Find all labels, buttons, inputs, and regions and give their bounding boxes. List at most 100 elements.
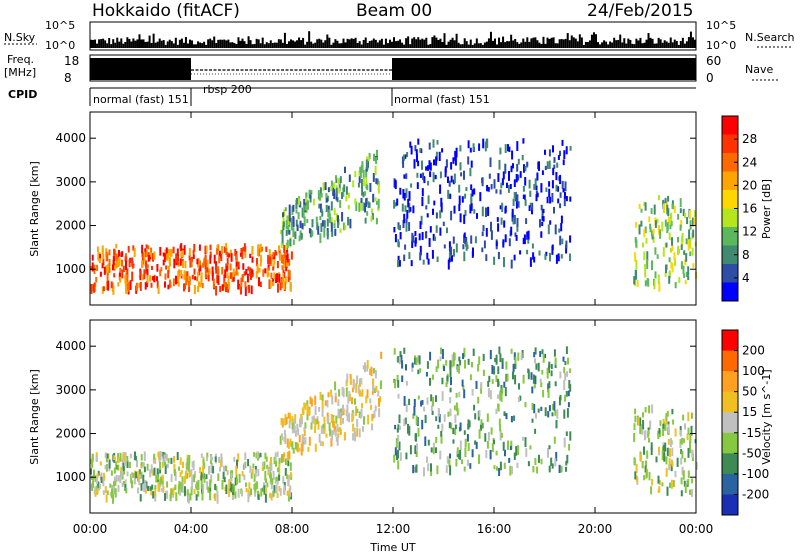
echo-cell <box>534 375 537 385</box>
echo-cell <box>270 493 273 501</box>
echo-cell <box>485 207 487 218</box>
noise-bar <box>621 42 624 48</box>
echo-cell <box>512 198 515 207</box>
echo-cell <box>356 408 359 414</box>
echo-cell <box>231 483 234 493</box>
echo-cell <box>145 244 148 249</box>
echo-cell <box>286 451 289 461</box>
echo-cell <box>441 377 444 385</box>
echo-cell <box>112 264 114 271</box>
echo-cell <box>684 484 687 493</box>
echo-cell <box>504 144 507 154</box>
noise-bar <box>393 37 395 48</box>
echo-cell <box>653 279 656 290</box>
echo-cell <box>548 361 551 368</box>
echo-cell <box>455 147 458 158</box>
echo-cell <box>422 259 425 265</box>
echo-cell <box>534 457 537 466</box>
echo-cell <box>657 430 660 436</box>
noise-bar <box>221 39 224 48</box>
echo-cell <box>397 356 400 363</box>
echo-cell <box>267 254 270 265</box>
echo-cell <box>336 423 339 432</box>
echo-cell <box>321 400 324 409</box>
echo-cell <box>489 157 492 168</box>
echo-cell <box>651 233 654 240</box>
colorbar-swatch <box>722 494 738 516</box>
echo-cell <box>419 245 422 256</box>
echo-cell <box>435 151 438 161</box>
echo-cell <box>417 160 420 167</box>
echo-cell <box>335 415 338 424</box>
echo-cell <box>213 254 216 264</box>
echo-cell <box>562 159 565 166</box>
noise-bar <box>623 38 626 48</box>
echo-cell <box>230 483 233 493</box>
echo-cell <box>426 213 429 218</box>
echo-cell <box>359 392 362 397</box>
echo-cell <box>139 275 142 281</box>
noise-bar <box>671 42 674 48</box>
echo-cell <box>463 389 466 399</box>
echo-cell <box>209 479 212 488</box>
echo-cell <box>345 186 348 195</box>
echo-cell <box>97 252 100 260</box>
echo-cell <box>353 427 356 436</box>
echo-cell <box>342 388 345 398</box>
echo-cell <box>398 225 401 231</box>
echo-cell <box>499 461 502 471</box>
echo-cell <box>677 213 680 220</box>
echo-cell <box>417 395 420 400</box>
echo-cell <box>565 346 568 354</box>
noise-bar <box>481 44 484 48</box>
echo-cell <box>292 447 295 454</box>
echo-cell <box>244 281 247 288</box>
echo-cell <box>503 220 506 228</box>
echo-cell <box>272 281 275 287</box>
echo-cell <box>482 225 485 232</box>
colorbar-tick-label: 20 <box>742 178 757 192</box>
echo-cell <box>470 160 473 168</box>
echo-cell <box>495 189 498 194</box>
echo-cell <box>231 272 234 283</box>
echo-cell <box>654 247 657 255</box>
echo-cell <box>464 359 466 369</box>
colorbar-swatch <box>722 190 738 209</box>
echo-cell <box>240 285 242 295</box>
echo-cell <box>426 361 429 369</box>
echo-cell <box>177 281 180 287</box>
echo-cell <box>244 249 247 259</box>
noise-bar <box>473 43 476 48</box>
echo-cell <box>288 421 291 429</box>
noise-bar <box>611 42 614 48</box>
echo-cell <box>99 271 102 277</box>
echo-cell <box>141 260 143 268</box>
echo-cell <box>449 193 452 199</box>
echo-cell <box>177 271 180 281</box>
echo-cell <box>358 176 361 184</box>
echo-cell <box>207 275 210 282</box>
echo-cell <box>649 420 652 430</box>
echo-cell <box>549 196 552 204</box>
echo-cell <box>104 452 107 459</box>
echo-cell <box>397 379 400 388</box>
echo-cell <box>164 493 166 501</box>
echo-cell <box>250 472 253 479</box>
echo-cell <box>554 410 557 416</box>
noise-bar <box>108 38 111 48</box>
echo-cell <box>248 482 251 490</box>
echo-cell <box>269 480 272 485</box>
echo-cell <box>459 213 462 223</box>
echo-cell <box>132 472 135 478</box>
noise-bar <box>120 38 123 48</box>
echo-cell <box>510 226 513 236</box>
echo-cell <box>394 179 397 189</box>
echo-cell <box>369 368 371 375</box>
echo-cell <box>456 365 459 373</box>
echo-cell <box>467 358 470 365</box>
noise-left-label: N.Sky <box>4 31 36 44</box>
echo-cell <box>516 141 519 151</box>
echo-cell <box>166 492 169 499</box>
echo-cell <box>553 206 555 214</box>
noise-bar <box>433 35 436 48</box>
